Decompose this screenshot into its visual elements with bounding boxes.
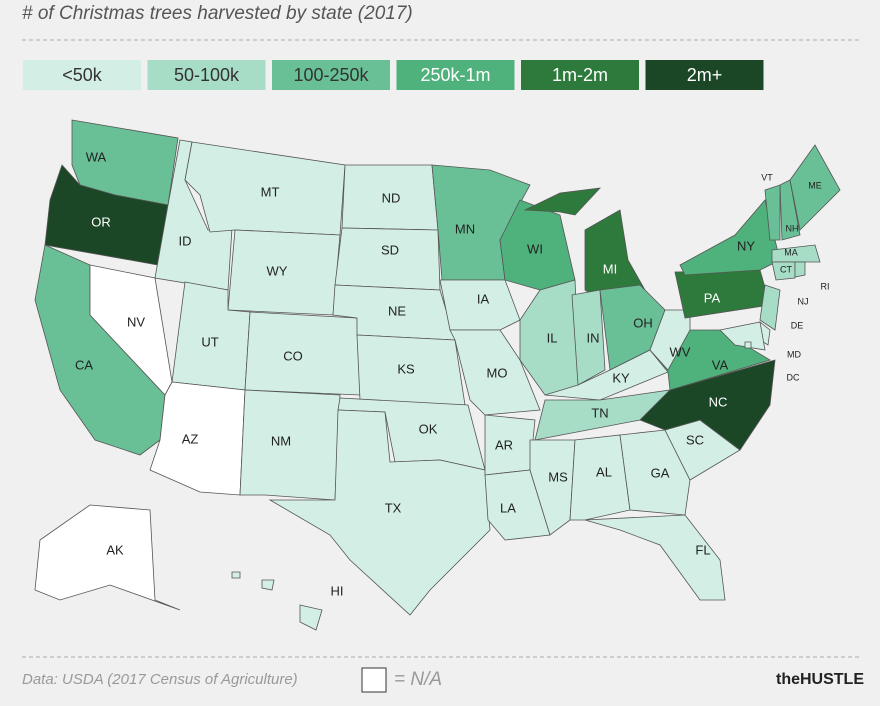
state — [439, 279, 521, 331]
state-label: KS — [397, 361, 415, 376]
state-label: WI — [527, 241, 543, 256]
state — [449, 329, 541, 416]
state-label: MI — [603, 261, 617, 276]
state-label: OH — [633, 315, 653, 330]
state-label: IN — [587, 330, 600, 345]
legend-swatch — [521, 60, 639, 90]
state-label: MD — [787, 349, 801, 359]
state-label: IA — [477, 291, 490, 306]
state-label: VT — [761, 172, 773, 182]
legend-label: 50-100k — [174, 65, 240, 85]
legend-swatch — [147, 60, 266, 90]
state — [334, 227, 441, 291]
state-label: GA — [651, 465, 670, 480]
state — [759, 284, 781, 331]
state — [744, 341, 752, 349]
na-label: = N/A — [394, 669, 442, 690]
state — [771, 244, 821, 263]
source: Data: USDA (2017 Census of Agriculture) — [22, 671, 298, 688]
state — [649, 309, 691, 371]
state — [584, 514, 726, 601]
state — [231, 571, 323, 631]
state — [34, 504, 181, 611]
state-label: AK — [106, 542, 124, 557]
state-label: MA — [784, 247, 798, 257]
state-label: TX — [385, 500, 402, 515]
state-label: NC — [709, 394, 728, 409]
legend: <50k 50-100k 100-250k 250k-1m 1m-2m 2m+ — [23, 60, 764, 90]
state-label: FL — [695, 542, 710, 557]
state-label: OR — [91, 214, 111, 229]
state-label: LA — [500, 500, 516, 515]
state — [569, 434, 631, 521]
state — [789, 144, 841, 231]
na-swatch — [361, 667, 387, 693]
state-label: ME — [808, 180, 822, 190]
state-label: KY — [612, 370, 630, 385]
state — [619, 429, 691, 516]
state-label: WY — [267, 263, 288, 278]
state-label: CT — [780, 264, 792, 274]
state-label: RI — [821, 281, 830, 291]
state — [529, 439, 576, 536]
state-label: NH — [786, 223, 799, 233]
state-label: VA — [712, 357, 729, 372]
state-label: OK — [419, 421, 438, 436]
state-label: NV — [127, 314, 145, 329]
legend-swatch — [396, 60, 515, 90]
state-label: SD — [381, 242, 399, 257]
legend-swatch — [23, 60, 141, 90]
state-label: ID — [179, 233, 192, 248]
legend-label: 100-250k — [293, 65, 369, 85]
state — [674, 269, 771, 319]
legend-label: 1m-2m — [552, 65, 608, 85]
state — [764, 184, 781, 241]
brand: theHUSTLE — [776, 671, 864, 688]
legend-label: 2m+ — [687, 65, 723, 85]
state-label: WV — [670, 344, 691, 359]
legend-swatch — [645, 60, 764, 90]
state-label: TN — [591, 405, 608, 420]
state — [239, 389, 341, 501]
state-label: UT — [201, 334, 218, 349]
state-label: ND — [382, 190, 401, 205]
state-label: AR — [495, 437, 513, 452]
state — [679, 199, 781, 276]
state-label: MS — [548, 469, 568, 484]
state — [268, 409, 491, 616]
state-label: IL — [547, 330, 558, 345]
state-label: NE — [388, 303, 406, 318]
state — [771, 261, 796, 281]
state-label: HI — [331, 583, 344, 598]
state — [794, 261, 806, 278]
state — [719, 321, 766, 351]
state-label: NM — [271, 433, 291, 448]
state-label: CA — [75, 357, 93, 372]
legend-label: 250k-1m — [420, 65, 490, 85]
state-label: MT — [261, 184, 280, 199]
state-label: AL — [596, 464, 612, 479]
legend-swatch — [272, 60, 390, 90]
state-label: SC — [686, 432, 704, 447]
state — [571, 289, 606, 386]
state-label: NY — [737, 238, 755, 253]
state-label: CO — [283, 348, 303, 363]
state-label: MN — [455, 221, 475, 236]
legend-label: <50k — [62, 65, 103, 85]
state-labels: WA OR CA ID NV MT WY UT AZ CO NM ND SD NE KS OK TX MN IA MO… — [75, 149, 830, 598]
states — [34, 119, 841, 631]
state — [779, 179, 801, 241]
state — [484, 469, 551, 541]
title: # of Christmas trees harvested by state … — [22, 3, 413, 24]
state-label: DE — [791, 320, 804, 330]
state-label: AZ — [182, 431, 199, 446]
state-label: NJ — [798, 296, 809, 306]
state-label: DC — [787, 372, 800, 382]
state-label: MO — [487, 365, 508, 380]
state-label: PA — [704, 290, 721, 305]
state-label: WA — [86, 149, 107, 164]
